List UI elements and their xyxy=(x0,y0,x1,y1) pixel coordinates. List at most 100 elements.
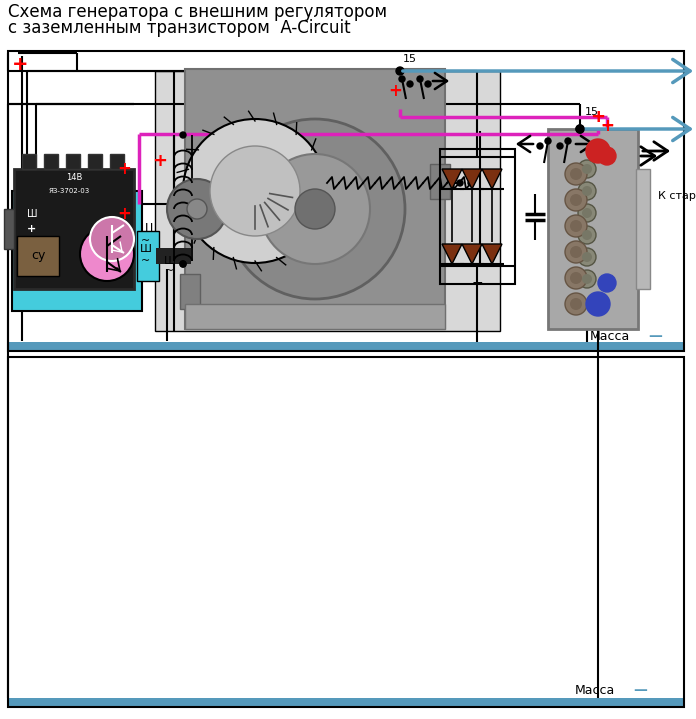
Bar xyxy=(565,136,630,301)
Circle shape xyxy=(570,220,582,232)
Bar xyxy=(8,342,684,351)
Text: Ш: Ш xyxy=(139,222,152,236)
Circle shape xyxy=(570,272,582,284)
Text: +: + xyxy=(12,55,29,73)
Text: 15: 15 xyxy=(403,54,417,64)
Circle shape xyxy=(399,76,405,82)
Circle shape xyxy=(260,154,370,264)
Circle shape xyxy=(598,147,616,165)
Circle shape xyxy=(578,204,596,222)
Bar xyxy=(8,357,684,707)
Polygon shape xyxy=(442,169,462,189)
Text: с заземленным транзистором  A-Circuit: с заземленным транзистором A-Circuit xyxy=(8,19,351,37)
Circle shape xyxy=(407,81,413,87)
Circle shape xyxy=(180,132,186,138)
Circle shape xyxy=(582,186,592,196)
Circle shape xyxy=(80,227,134,281)
Text: ~: ~ xyxy=(166,266,175,276)
Circle shape xyxy=(417,76,423,82)
Circle shape xyxy=(225,119,405,299)
Circle shape xyxy=(565,163,587,185)
Text: +: + xyxy=(600,117,614,135)
Polygon shape xyxy=(482,244,502,264)
Bar xyxy=(440,149,515,284)
Polygon shape xyxy=(442,244,462,264)
Text: +: + xyxy=(388,82,402,100)
Circle shape xyxy=(457,180,463,186)
Polygon shape xyxy=(462,244,482,264)
Circle shape xyxy=(565,215,587,237)
Bar xyxy=(66,154,80,169)
Text: +: + xyxy=(600,117,614,135)
Circle shape xyxy=(565,189,587,211)
Circle shape xyxy=(582,164,592,174)
Circle shape xyxy=(557,143,563,149)
Circle shape xyxy=(582,230,592,240)
Circle shape xyxy=(578,248,596,266)
Circle shape xyxy=(425,81,431,87)
Circle shape xyxy=(570,168,582,180)
Bar xyxy=(8,51,684,351)
Bar xyxy=(12,191,142,311)
Circle shape xyxy=(565,267,587,289)
Bar xyxy=(22,154,36,169)
Text: ~: ~ xyxy=(141,256,150,266)
Text: Масса: Масса xyxy=(590,329,631,342)
Circle shape xyxy=(578,226,596,244)
Circle shape xyxy=(537,143,543,149)
Circle shape xyxy=(586,139,610,163)
Bar xyxy=(430,164,450,199)
Bar xyxy=(110,154,124,169)
Bar xyxy=(4,209,14,249)
Circle shape xyxy=(570,298,582,310)
Text: Схема генератора с внешним регулятором: Схема генератора с внешним регулятором xyxy=(8,3,387,21)
Text: Ш: Ш xyxy=(26,209,38,219)
Text: су: су xyxy=(31,249,45,262)
Text: −: − xyxy=(471,275,483,289)
Circle shape xyxy=(565,138,571,144)
Bar xyxy=(14,169,134,289)
Circle shape xyxy=(468,180,474,186)
Circle shape xyxy=(570,246,582,258)
Bar xyxy=(88,154,102,169)
Text: +: + xyxy=(590,108,606,126)
Text: К стартеру: К стартеру xyxy=(658,191,696,201)
Bar xyxy=(17,236,59,276)
Text: ~: ~ xyxy=(141,236,150,246)
Polygon shape xyxy=(462,169,482,189)
Circle shape xyxy=(578,182,596,200)
Text: +: + xyxy=(152,152,168,170)
Bar xyxy=(185,304,445,329)
Text: +: + xyxy=(591,108,605,126)
Bar xyxy=(628,171,640,266)
Bar xyxy=(636,169,650,289)
Circle shape xyxy=(598,274,616,292)
Circle shape xyxy=(180,261,186,267)
Circle shape xyxy=(582,274,592,284)
Circle shape xyxy=(576,125,584,133)
Circle shape xyxy=(210,146,300,236)
Circle shape xyxy=(295,189,335,229)
Circle shape xyxy=(545,138,551,144)
Text: ЯЗ-3702-03: ЯЗ-3702-03 xyxy=(49,188,90,194)
Circle shape xyxy=(582,208,592,218)
Text: —: — xyxy=(648,329,662,343)
Circle shape xyxy=(167,179,227,239)
Text: 15: 15 xyxy=(585,107,599,117)
Circle shape xyxy=(582,252,592,262)
Bar xyxy=(155,71,500,331)
Circle shape xyxy=(396,67,404,75)
Circle shape xyxy=(578,270,596,288)
Text: 14В: 14В xyxy=(66,173,82,181)
Circle shape xyxy=(187,199,207,219)
Circle shape xyxy=(586,292,610,316)
Bar xyxy=(8,698,684,707)
Bar xyxy=(548,129,638,329)
Bar xyxy=(44,154,58,169)
Circle shape xyxy=(570,194,582,206)
Text: +: + xyxy=(27,224,37,234)
Text: Ш: Ш xyxy=(164,256,176,266)
Bar xyxy=(180,274,200,309)
Circle shape xyxy=(180,261,186,267)
Text: —: — xyxy=(633,683,647,697)
